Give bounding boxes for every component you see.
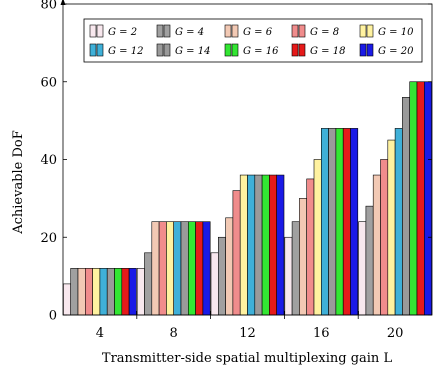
legend-swatch: [224, 43, 232, 57]
legend-swatch: [298, 24, 306, 38]
bar: [276, 174, 285, 316]
bars-group: [63, 81, 432, 316]
legend-entry-label: G = 2: [108, 27, 137, 38]
bar: [144, 252, 153, 316]
bar: [261, 174, 270, 316]
legend-swatch: [156, 24, 164, 38]
x-tick-label: 8: [170, 326, 178, 341]
legend-swatch: [291, 24, 299, 38]
legend-swatch: [224, 24, 232, 38]
legend-swatch: [163, 24, 171, 38]
bar: [409, 81, 418, 316]
bar: [335, 128, 344, 316]
bar: [85, 268, 93, 316]
bar: [342, 128, 351, 316]
bar: [402, 97, 410, 316]
bar: [291, 221, 300, 316]
bar: [188, 221, 196, 316]
bar: [284, 236, 293, 316]
axes-group: 0 20 40 60 80 4 8 12 16 20: [40, 0, 433, 341]
bar: [158, 221, 167, 316]
bar: [299, 198, 307, 316]
legend-swatch: [96, 24, 104, 38]
bar: [121, 268, 130, 316]
bar: [173, 221, 182, 316]
legend-entry-label: G = 12: [108, 46, 143, 57]
bar: [423, 81, 432, 316]
legend-entry-label: G = 6: [243, 27, 273, 38]
legend-swatch: [96, 43, 104, 57]
bar: [225, 217, 234, 316]
bar: [202, 221, 211, 316]
bar: [387, 139, 396, 316]
bar: [180, 221, 189, 316]
legend-entry-label: G = 14: [175, 46, 210, 57]
legend-swatch: [163, 43, 171, 57]
y-tick-label: 60: [40, 75, 57, 90]
x-tick-label: 4: [96, 326, 104, 341]
legend-entry-label: G = 18: [310, 46, 345, 57]
bar: [114, 268, 123, 316]
bar: [394, 128, 403, 316]
bar: [77, 268, 86, 316]
legend-entry-label: G = 8: [310, 27, 339, 38]
x-tick-label: 12: [239, 326, 256, 341]
bar: [254, 174, 263, 316]
legend-swatch: [366, 43, 374, 57]
bar: [106, 268, 115, 316]
legend-entry-label: G = 16: [243, 46, 279, 57]
legend-swatch: [231, 43, 239, 57]
bar: [320, 128, 329, 316]
legend-swatch: [89, 43, 97, 57]
y-tick-label: 40: [40, 153, 57, 168]
bar: [358, 221, 367, 316]
bar: [350, 128, 359, 316]
x-tick-label: 16: [313, 326, 330, 341]
bar: [232, 190, 241, 316]
legend-swatch: [156, 43, 164, 57]
bar: [306, 178, 315, 316]
bar: [218, 236, 226, 316]
legend-swatch: [291, 43, 299, 57]
legend-swatch: [359, 43, 367, 57]
bar: [269, 174, 277, 316]
y-axis-title: Achievable DoF: [11, 130, 26, 235]
legend: G = 2 G = 4 G = 6 G = 8 G = 10 G = 12 G = 14 G …: [83, 18, 423, 63]
bar: [195, 221, 204, 316]
bar: [136, 268, 145, 316]
legend-entry-label: G = 4: [175, 27, 204, 38]
bar: [365, 205, 374, 316]
y-tick-label: 80: [40, 0, 57, 13]
legend-swatch: [89, 24, 97, 38]
bar: [247, 174, 256, 316]
x-axis-title: Transmitter-side spatial multiplexing ga…: [102, 351, 393, 366]
bar: [416, 81, 425, 316]
x-tick-label: 20: [387, 326, 404, 341]
bar: [313, 159, 322, 316]
bar: [166, 221, 174, 316]
bar: [151, 221, 160, 316]
legend-swatch: [231, 24, 239, 38]
legend-swatch: [366, 24, 374, 38]
bar: [128, 268, 137, 316]
legend-entry-label: G = 20: [378, 46, 414, 57]
bar: [372, 174, 381, 316]
legend-entry-label: G = 10: [378, 27, 414, 38]
legend-swatch: [359, 24, 367, 38]
bar: [328, 128, 337, 316]
y-tick-label: 0: [49, 309, 57, 324]
bar: [239, 174, 248, 316]
bar: [99, 268, 108, 316]
legend-swatch: [298, 43, 306, 57]
bar: [380, 159, 389, 316]
bar: [70, 268, 79, 316]
bar: [92, 268, 101, 316]
y-tick-label: 20: [40, 231, 57, 246]
bar: [210, 252, 219, 316]
bar: [63, 283, 72, 316]
